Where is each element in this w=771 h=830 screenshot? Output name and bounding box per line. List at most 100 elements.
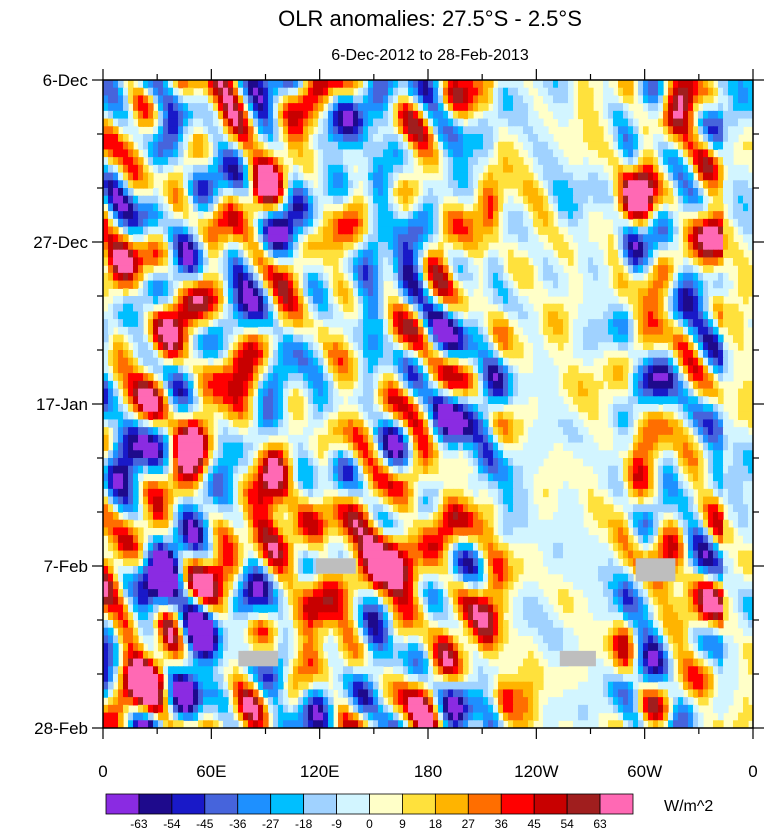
heatmap-cell	[433, 95, 439, 104]
heatmap-cell	[333, 272, 339, 282]
heatmap-cell	[488, 118, 494, 127]
heatmap-cell	[413, 326, 419, 336]
heatmap-cell	[653, 87, 659, 97]
heatmap-cell	[133, 103, 139, 112]
heatmap-cell	[358, 211, 364, 220]
heatmap-cell	[233, 350, 239, 359]
heatmap-cell	[458, 172, 464, 181]
heatmap-cell	[193, 203, 199, 212]
heatmap-cell	[498, 342, 504, 351]
heatmap-cell	[703, 126, 709, 135]
heatmap-cell	[688, 87, 694, 97]
heatmap-cell	[558, 118, 564, 127]
heatmap-cell	[128, 303, 134, 313]
heatmap-cell	[308, 226, 314, 235]
heatmap-cell	[578, 326, 584, 336]
heatmap-cell	[333, 126, 339, 135]
heatmap-cell	[353, 157, 359, 166]
heatmap-cell	[533, 342, 539, 351]
heatmap-cell	[683, 265, 689, 274]
heatmap-cell	[618, 249, 624, 259]
heatmap-cell	[248, 296, 254, 305]
heatmap-cell	[223, 411, 229, 421]
heatmap-cell	[588, 342, 594, 351]
heatmap-cell	[343, 265, 349, 274]
heatmap-cell	[578, 257, 584, 266]
heatmap-cell	[533, 242, 539, 251]
heatmap-cell	[708, 149, 714, 158]
heatmap-cell	[368, 396, 374, 405]
heatmap-cell	[673, 103, 679, 112]
heatmap-cell	[118, 272, 124, 282]
heatmap-cell	[483, 157, 489, 166]
heatmap-cell	[153, 80, 159, 89]
heatmap-cell	[253, 280, 259, 289]
heatmap-cell	[578, 334, 584, 343]
heatmap-cell	[103, 288, 109, 297]
heatmap-cell	[203, 288, 209, 297]
heatmap-cell	[153, 334, 159, 343]
heatmap-cell	[103, 311, 109, 320]
heatmap-cell	[118, 203, 124, 212]
heatmap-cell	[673, 334, 679, 343]
heatmap-cell	[388, 80, 394, 89]
heatmap-cell	[563, 103, 569, 112]
heatmap-cell	[253, 257, 259, 266]
heatmap-cell	[588, 87, 594, 97]
heatmap-cell	[548, 234, 554, 243]
heatmap-cell	[508, 172, 514, 181]
heatmap-cell	[458, 419, 464, 428]
heatmap-cell	[683, 234, 689, 243]
heatmap-cell	[208, 357, 214, 367]
heatmap-cell	[683, 326, 689, 336]
heatmap-cell	[273, 242, 279, 251]
heatmap-cell	[213, 350, 219, 359]
heatmap-cell	[488, 180, 494, 189]
heatmap-cell	[168, 218, 174, 228]
heatmap-cell	[468, 141, 474, 151]
heatmap-cell	[643, 296, 649, 305]
heatmap-cell	[438, 188, 444, 197]
heatmap-cell	[108, 180, 114, 189]
heatmap-cell	[133, 126, 139, 135]
heatmap-cell	[668, 342, 674, 351]
heatmap-cell	[413, 226, 419, 235]
heatmap-cell	[383, 134, 389, 143]
heatmap-cell	[588, 195, 594, 205]
heatmap-cell	[433, 211, 439, 220]
heatmap-cell	[458, 95, 464, 104]
heatmap-cell	[533, 164, 539, 174]
heatmap-cell	[683, 172, 689, 181]
heatmap-cell	[708, 80, 714, 89]
heatmap-cell	[663, 95, 669, 104]
heatmap-cell	[258, 427, 264, 436]
heatmap-cell	[338, 311, 344, 320]
heatmap-cell	[228, 311, 234, 320]
heatmap-cell	[368, 388, 374, 397]
heatmap-cell	[293, 319, 299, 328]
heatmap-cell	[658, 419, 664, 428]
heatmap-cell	[198, 141, 204, 151]
heatmap-cell	[258, 103, 264, 112]
heatmap-cell	[233, 419, 239, 428]
heatmap-cell	[688, 288, 694, 297]
heatmap-cell	[453, 419, 459, 428]
heatmap-cell	[308, 350, 314, 359]
heatmap-cell	[498, 272, 504, 282]
heatmap-cell	[328, 288, 334, 297]
heatmap-cell	[183, 126, 189, 135]
heatmap-cell	[693, 380, 699, 390]
heatmap-cell	[208, 203, 214, 212]
heatmap-cell	[598, 311, 604, 320]
heatmap-cell	[123, 164, 129, 174]
heatmap-cell	[148, 326, 154, 336]
heatmap-cell	[698, 80, 704, 89]
heatmap-cell	[493, 118, 499, 127]
heatmap-cell	[713, 342, 719, 351]
heatmap-cell	[378, 280, 384, 289]
heatmap-cell	[583, 188, 589, 197]
heatmap-cell	[388, 319, 394, 328]
heatmap-cell	[323, 126, 329, 135]
heatmap-cell	[283, 342, 289, 351]
heatmap-cell	[288, 80, 294, 89]
